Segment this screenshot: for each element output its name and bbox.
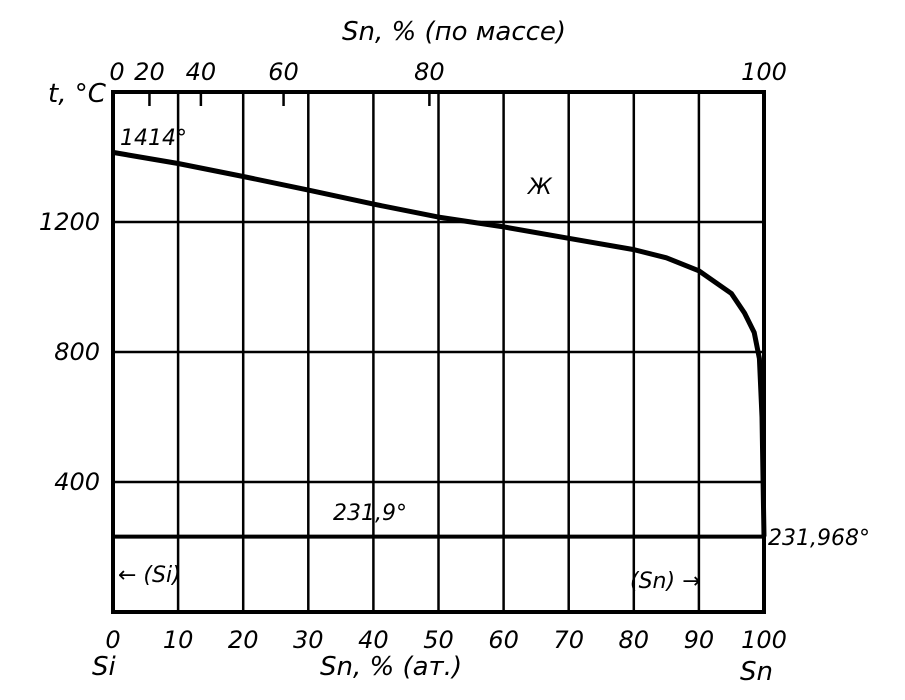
x-tick-label: 60 bbox=[488, 626, 519, 654]
x-tick-label: 70 bbox=[553, 626, 584, 654]
x2-tick-label: 80 bbox=[414, 58, 445, 86]
x2-tick-label: 60 bbox=[268, 58, 299, 86]
liquidus-curve bbox=[112, 149, 767, 537]
sn-melt-label: 231,968° bbox=[768, 526, 870, 551]
x2-axis-title: Sn, % (по массе) bbox=[342, 17, 566, 47]
top-ticks bbox=[148, 92, 431, 106]
x-tick-label: 30 bbox=[293, 626, 324, 654]
x-tick-label: 10 bbox=[163, 626, 194, 654]
x-tick-label: 40 bbox=[358, 626, 389, 654]
x-axis-title: Sn, % (ат.) bbox=[320, 652, 462, 682]
x-tick-label: 20 bbox=[228, 626, 259, 654]
right-element-label: Sn bbox=[740, 657, 773, 687]
sn-phase-label: (Sn) → bbox=[630, 569, 701, 594]
x-tick-label: 0 bbox=[105, 626, 120, 654]
y-tick-label: 400 bbox=[54, 468, 100, 496]
x2-tick-label: 100 bbox=[741, 58, 787, 86]
x-tick-label: 80 bbox=[619, 626, 650, 654]
x2-tick-label: 20 bbox=[134, 58, 165, 86]
x2-tick-label: 0 bbox=[109, 58, 124, 86]
x-tick-label: 50 bbox=[423, 626, 454, 654]
plot-frame bbox=[111, 90, 766, 614]
liquid-phase-label: Ж bbox=[526, 175, 553, 200]
x-tick-label: 90 bbox=[684, 626, 715, 654]
y-tick-label: 800 bbox=[54, 338, 100, 366]
left-element-label: Si bbox=[92, 652, 117, 682]
si-phase-label: ← (Si) bbox=[118, 563, 181, 588]
y-tick-label: 1200 bbox=[39, 208, 100, 236]
si-melt-label: 1414° bbox=[120, 126, 187, 151]
x2-tick-label: 40 bbox=[186, 58, 217, 86]
eutectic-label: 231,9° bbox=[333, 501, 407, 526]
x-tick-label: 100 bbox=[741, 626, 787, 654]
y-axis-title: t, °C bbox=[48, 79, 107, 109]
